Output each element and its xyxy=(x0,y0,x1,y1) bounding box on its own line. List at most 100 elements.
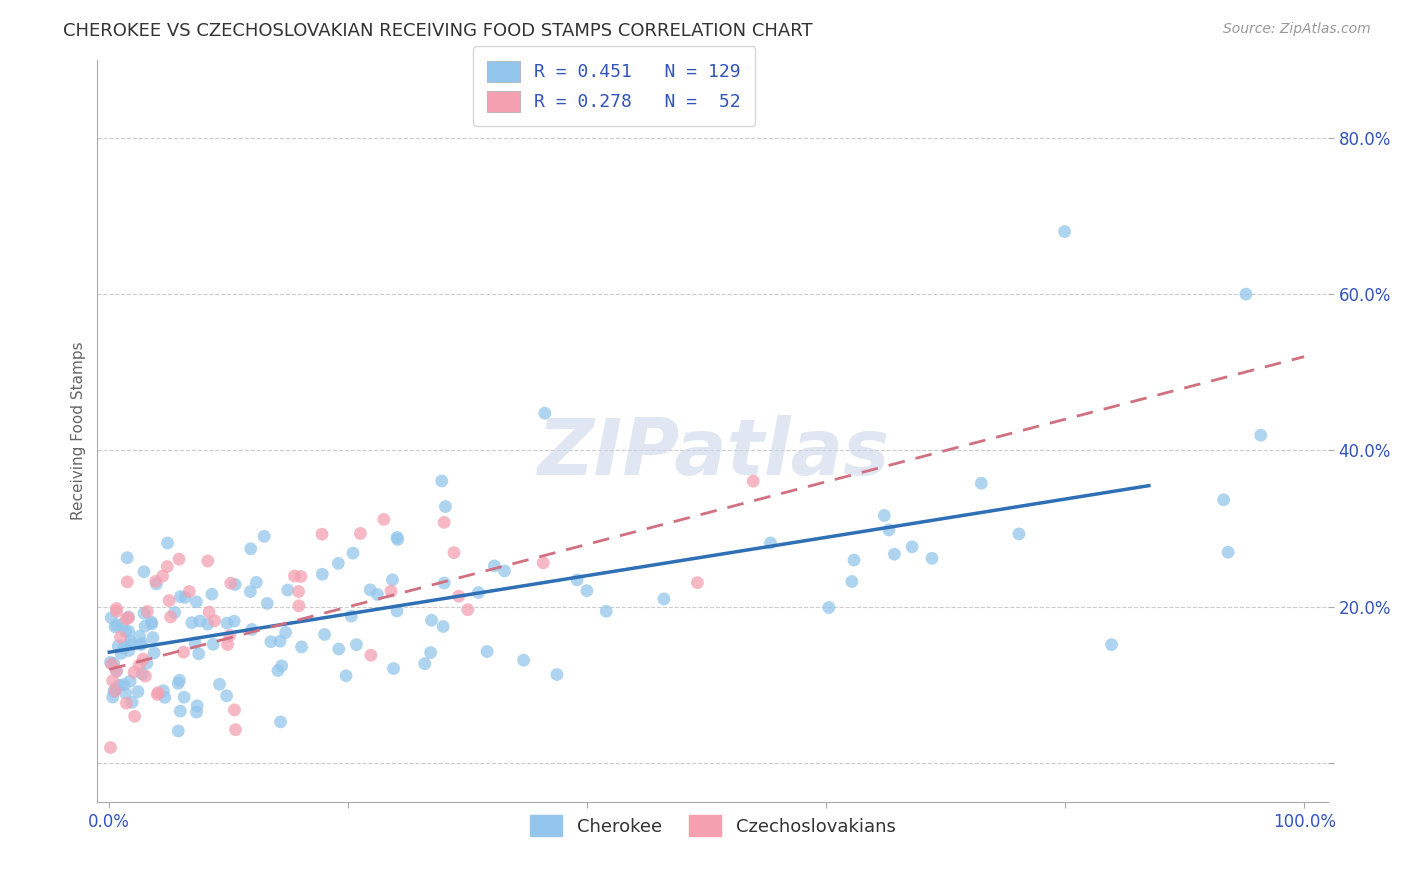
Point xyxy=(419,646,441,660)
Point xyxy=(167,724,190,739)
Point xyxy=(349,526,371,541)
Point xyxy=(328,557,350,571)
Point xyxy=(420,613,443,627)
Point xyxy=(131,637,153,651)
Point xyxy=(180,615,202,630)
Point xyxy=(156,559,179,574)
Point xyxy=(346,638,368,652)
Point xyxy=(112,677,135,691)
Point xyxy=(186,705,208,719)
Point xyxy=(288,599,311,613)
Point xyxy=(575,583,598,598)
Point xyxy=(314,627,336,641)
Point xyxy=(110,630,132,644)
Point xyxy=(381,573,404,587)
Point xyxy=(433,576,456,591)
Text: CHEROKEE VS CZECHOSLOVAKIAN RECEIVING FOOD STAMPS CORRELATION CHART: CHEROKEE VS CZECHOSLOVAKIAN RECEIVING FO… xyxy=(63,22,813,40)
Point xyxy=(174,591,197,605)
Point xyxy=(145,574,167,589)
Point xyxy=(267,664,290,678)
Point xyxy=(283,569,305,583)
Point xyxy=(335,669,357,683)
Point xyxy=(152,569,174,583)
Point xyxy=(146,688,169,702)
Point xyxy=(1008,527,1031,541)
Point xyxy=(970,476,993,491)
Point xyxy=(135,657,157,671)
Point xyxy=(433,516,456,530)
Point xyxy=(818,600,841,615)
Point xyxy=(218,629,240,643)
Point xyxy=(360,648,382,663)
Point xyxy=(159,610,181,624)
Point xyxy=(883,547,905,561)
Point xyxy=(141,615,163,630)
Point xyxy=(198,605,221,619)
Point xyxy=(156,536,179,550)
Point xyxy=(117,574,139,589)
Point xyxy=(260,634,283,648)
Point xyxy=(274,625,297,640)
Point xyxy=(105,665,128,679)
Point xyxy=(117,611,139,625)
Point xyxy=(215,689,238,703)
Point xyxy=(145,577,167,591)
Point xyxy=(134,619,156,633)
Point xyxy=(380,584,402,599)
Point xyxy=(208,677,231,691)
Point xyxy=(184,636,207,650)
Point xyxy=(1101,638,1123,652)
Point xyxy=(131,667,153,681)
Point xyxy=(430,474,453,488)
Point xyxy=(122,665,145,680)
Point xyxy=(215,616,238,631)
Point xyxy=(100,611,122,625)
Point xyxy=(475,644,498,658)
Point xyxy=(373,512,395,526)
Point xyxy=(873,508,896,523)
Point xyxy=(290,569,312,583)
Point xyxy=(385,530,408,544)
Point xyxy=(432,619,454,633)
Point xyxy=(120,674,142,689)
Point xyxy=(187,647,209,661)
Point xyxy=(1216,545,1239,559)
Point xyxy=(141,616,163,631)
Point xyxy=(382,661,405,675)
Point xyxy=(100,657,122,672)
Point xyxy=(167,676,190,690)
Point xyxy=(841,574,863,589)
Point xyxy=(484,558,506,573)
Point xyxy=(118,624,141,639)
Point xyxy=(328,642,350,657)
Point xyxy=(105,604,128,618)
Point xyxy=(225,723,247,737)
Point xyxy=(188,614,211,628)
Point xyxy=(239,541,262,556)
Text: Source: ZipAtlas.com: Source: ZipAtlas.com xyxy=(1223,22,1371,37)
Point xyxy=(103,657,125,671)
Point xyxy=(387,533,409,547)
Point xyxy=(153,690,176,705)
Point xyxy=(842,553,865,567)
Point xyxy=(533,406,555,420)
Point xyxy=(201,587,224,601)
Point xyxy=(115,550,138,565)
Point xyxy=(111,617,134,632)
Point xyxy=(434,500,457,514)
Text: ZIPatlas: ZIPatlas xyxy=(537,415,889,491)
Point xyxy=(105,664,128,678)
Point xyxy=(167,552,190,566)
Point xyxy=(217,638,239,652)
Point xyxy=(104,681,127,696)
Point xyxy=(531,556,554,570)
Point xyxy=(157,593,180,607)
Point xyxy=(124,709,146,723)
Point xyxy=(163,606,186,620)
Point xyxy=(186,698,208,713)
Point xyxy=(457,602,479,616)
Point xyxy=(110,646,132,660)
Point xyxy=(121,695,143,709)
Point xyxy=(143,646,166,660)
Point xyxy=(103,684,125,698)
